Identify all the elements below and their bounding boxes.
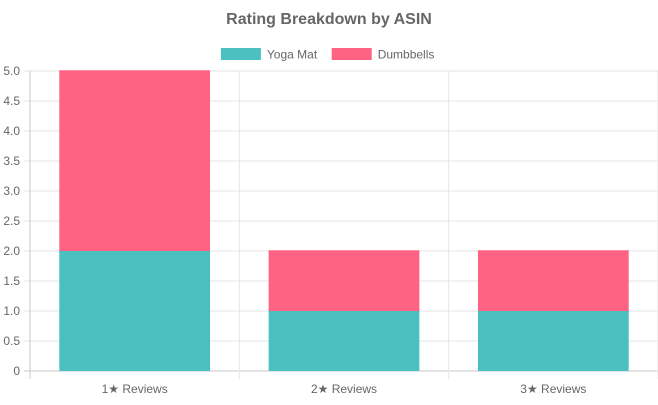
y-tick-label: 4.5 <box>3 94 20 108</box>
bars <box>59 70 629 371</box>
legend: Yoga Mat Dumbbells <box>220 48 435 62</box>
bar-segment-yoga-mat[interactable] <box>59 251 211 371</box>
bar-segment-dumbbells[interactable] <box>59 71 211 251</box>
y-axis: 0 0.5 1.0 1.5 2.0 2.5 3.0 3.5 4.0 4.5 5.0 <box>3 64 20 378</box>
y-tick-label: 1.5 <box>3 274 20 288</box>
legend-item-dumbbells[interactable]: Dumbbells <box>331 48 435 62</box>
legend-swatch <box>220 48 261 60</box>
bar-segment-dumbbells[interactable] <box>477 251 629 311</box>
bar-segment-yoga-mat[interactable] <box>268 311 420 371</box>
y-tick-label: 1.0 <box>3 304 20 318</box>
y-tick-label: 2.5 <box>3 214 20 228</box>
x-tick-label: 3★ Reviews <box>520 382 586 396</box>
y-tick-label: 5.0 <box>3 64 20 78</box>
y-tick-label: 3.5 <box>3 154 20 168</box>
y-tick-label: 3.0 <box>3 184 20 198</box>
legend-label: Dumbbells <box>378 48 435 62</box>
y-tick-label: 4.0 <box>3 124 20 138</box>
bar-segment-yoga-mat[interactable] <box>477 311 629 371</box>
x-tick-label: 2★ Reviews <box>311 382 377 396</box>
x-tick-label: 1★ Reviews <box>102 382 168 396</box>
legend-item-yoga-mat[interactable]: Yoga Mat <box>220 48 318 62</box>
bar-segment-dumbbells[interactable] <box>268 251 420 311</box>
y-tick-label: 2.0 <box>3 244 20 258</box>
x-axis: 1★ Reviews 2★ Reviews 3★ Reviews <box>102 382 587 396</box>
legend-swatch <box>331 48 372 60</box>
legend-label: Yoga Mat <box>267 48 318 62</box>
chart-title: Rating Breakdown by ASIN <box>226 11 432 28</box>
y-tick-label: 0 <box>13 364 20 378</box>
y-tick-label: 0.5 <box>3 334 20 348</box>
